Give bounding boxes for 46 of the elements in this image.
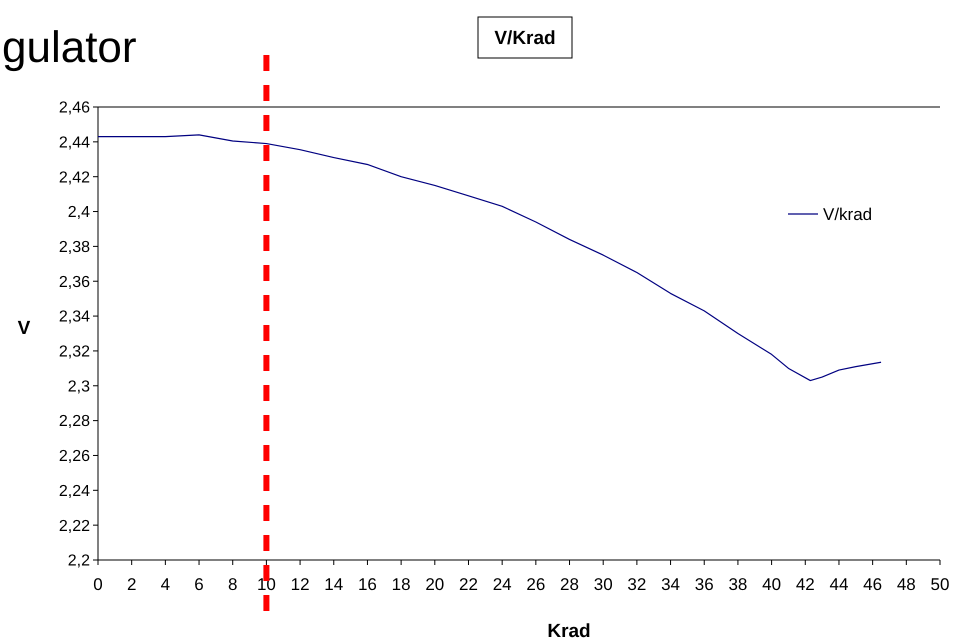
x-tick-label: 42 <box>796 575 815 594</box>
x-tick-label: 34 <box>661 575 680 594</box>
x-tick-label: 8 <box>228 575 238 594</box>
x-axis-title: Krad <box>547 621 591 642</box>
text: gulator <box>2 23 137 72</box>
y-tick-label: 2,34 <box>58 308 90 326</box>
x-tick-label: 4 <box>160 575 170 594</box>
x-tick-label: 16 <box>358 575 377 594</box>
y-axis-title: V <box>18 318 31 339</box>
y-tick-label: 2,42 <box>58 169 90 186</box>
y-tick-label: 2,46 <box>58 100 90 117</box>
y-tick-label: 2,3 <box>68 378 90 396</box>
x-tick-label: 36 <box>694 575 714 594</box>
x-tick-label: 12 <box>290 575 310 594</box>
x-tick-label: 20 <box>425 575 444 594</box>
x-tick-label: 30 <box>594 575 613 594</box>
y-tick-label: 2,22 <box>58 518 90 535</box>
x-tick-label: 44 <box>830 575 848 594</box>
y-tick-label: 2,28 <box>58 413 90 430</box>
x-tick-label: 40 <box>762 575 782 594</box>
x-tick-label: 14 <box>324 575 344 594</box>
legend-label: V/krad <box>823 204 872 224</box>
x-tick-label: 6 <box>194 575 204 594</box>
x-tick-label: 50 <box>930 575 950 594</box>
line-series <box>97 134 882 382</box>
x-tick-label: 18 <box>392 575 411 594</box>
y-tick-label: 2,4 <box>68 204 90 222</box>
x-tick-label: 0 <box>93 575 103 594</box>
x-tick-label: 46 <box>863 575 882 594</box>
x-tick-label: 2 <box>126 575 136 594</box>
x-tick-label: 38 <box>728 575 748 594</box>
y-tick-label: 2,2 <box>68 552 90 570</box>
x-tick-label: 24 <box>492 575 512 594</box>
x-tick-label: 32 <box>627 575 646 594</box>
y-tick-label: 2,24 <box>58 482 90 500</box>
x-tick-label: 10 <box>256 575 276 594</box>
x-tick-label: 28 <box>560 575 579 594</box>
y-tick-label: 2,44 <box>58 134 90 152</box>
y-tick-label: 2,26 <box>58 448 90 466</box>
y-tick-label: 2,36 <box>58 274 90 291</box>
x-tick-label: 22 <box>459 575 478 594</box>
x-tick-label: 48 <box>896 575 916 594</box>
y-tick-label: 2,38 <box>58 238 90 256</box>
chart-title: V/Krad <box>494 28 556 49</box>
y-tick-label: 2,32 <box>58 344 90 361</box>
x-tick-label: 26 <box>526 575 546 594</box>
